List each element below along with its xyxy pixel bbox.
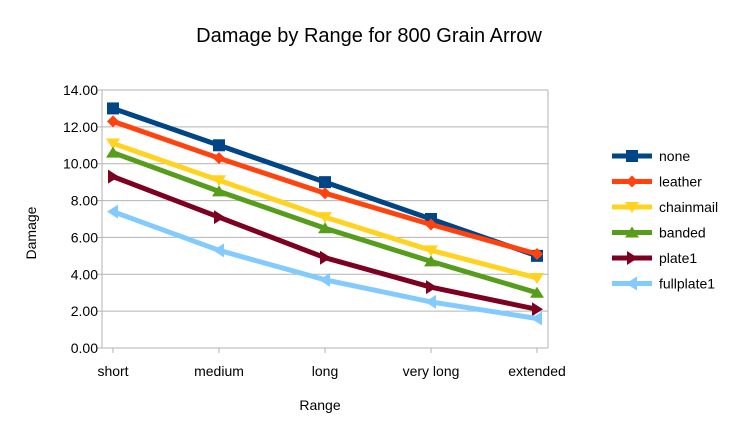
series-banded (106, 146, 544, 298)
legend-marker (626, 175, 638, 188)
data-point (319, 272, 330, 287)
y-tick-label: 10.00 (63, 156, 98, 172)
data-point (106, 146, 120, 158)
legend-label: none (659, 148, 690, 164)
series-leather (107, 115, 543, 261)
legend-item: banded (612, 225, 706, 241)
legend-marker (627, 251, 638, 265)
axes: 0.00 2.00 4.00 6.00 8.00 10.00 12.00 14.00 short… (63, 82, 566, 379)
x-tick-label: very long (403, 363, 460, 379)
series-group (106, 102, 544, 326)
data-point (530, 286, 544, 298)
y-tick-label: 0.00 (71, 340, 98, 356)
data-point (212, 185, 226, 197)
data-point (319, 176, 331, 189)
y-tick-label: 6.00 (71, 229, 98, 245)
y-tick-label: 8.00 (71, 193, 98, 209)
data-point (107, 102, 119, 115)
y-tick-label: 14.00 (63, 82, 98, 98)
legend-marker (626, 150, 638, 162)
chart-title: Damage by Range for 800 Grain Arrow (196, 25, 542, 47)
data-point (424, 245, 438, 257)
legend-label: fullplate1 (659, 276, 715, 292)
data-point (213, 139, 225, 152)
data-point (108, 169, 119, 184)
data-point (425, 294, 436, 309)
data-point (531, 248, 543, 261)
x-tick-label: short (97, 363, 128, 379)
legend-label: chainmail (659, 199, 718, 215)
x-axis-label: Range (299, 397, 340, 413)
legend: none leather chainmail banded plate1 fullplat… (612, 148, 718, 292)
data-point (107, 204, 118, 219)
x-tick-label: medium (194, 363, 244, 379)
data-point (106, 138, 120, 150)
series-fullplate1 (107, 204, 542, 326)
data-point (319, 187, 331, 200)
data-point (531, 311, 542, 326)
y-tick-label: 12.00 (63, 119, 98, 135)
data-point (214, 210, 225, 225)
legend-marker (626, 276, 637, 291)
data-point (425, 218, 437, 231)
data-point (320, 250, 331, 265)
data-point (213, 243, 224, 258)
data-point (424, 255, 438, 267)
data-point (318, 212, 332, 224)
x-tick-label: long (312, 363, 338, 379)
data-point (318, 222, 332, 234)
data-point (107, 115, 119, 128)
legend-label: banded (659, 225, 706, 241)
legend-item: chainmail (612, 199, 718, 215)
series-plate1 (108, 169, 543, 317)
legend-label: leather (659, 174, 702, 190)
series-chainmail (106, 138, 544, 284)
data-point (532, 302, 543, 317)
legend-item: plate1 (612, 250, 697, 266)
data-point (212, 175, 226, 187)
legend-item: leather (612, 174, 702, 190)
legend-marker (625, 226, 639, 238)
data-point (213, 152, 225, 165)
legend-item: none (612, 148, 690, 164)
data-point (426, 280, 437, 295)
x-tick-label: extended (508, 363, 566, 379)
data-point (530, 272, 544, 284)
legend-marker (625, 202, 639, 213)
y-axis-label: Damage (23, 206, 39, 259)
y-tick-label: 2.00 (71, 303, 98, 319)
legend-item: fullplate1 (612, 276, 715, 292)
legend-label: plate1 (659, 250, 697, 266)
y-tick-label: 4.00 (71, 266, 98, 282)
